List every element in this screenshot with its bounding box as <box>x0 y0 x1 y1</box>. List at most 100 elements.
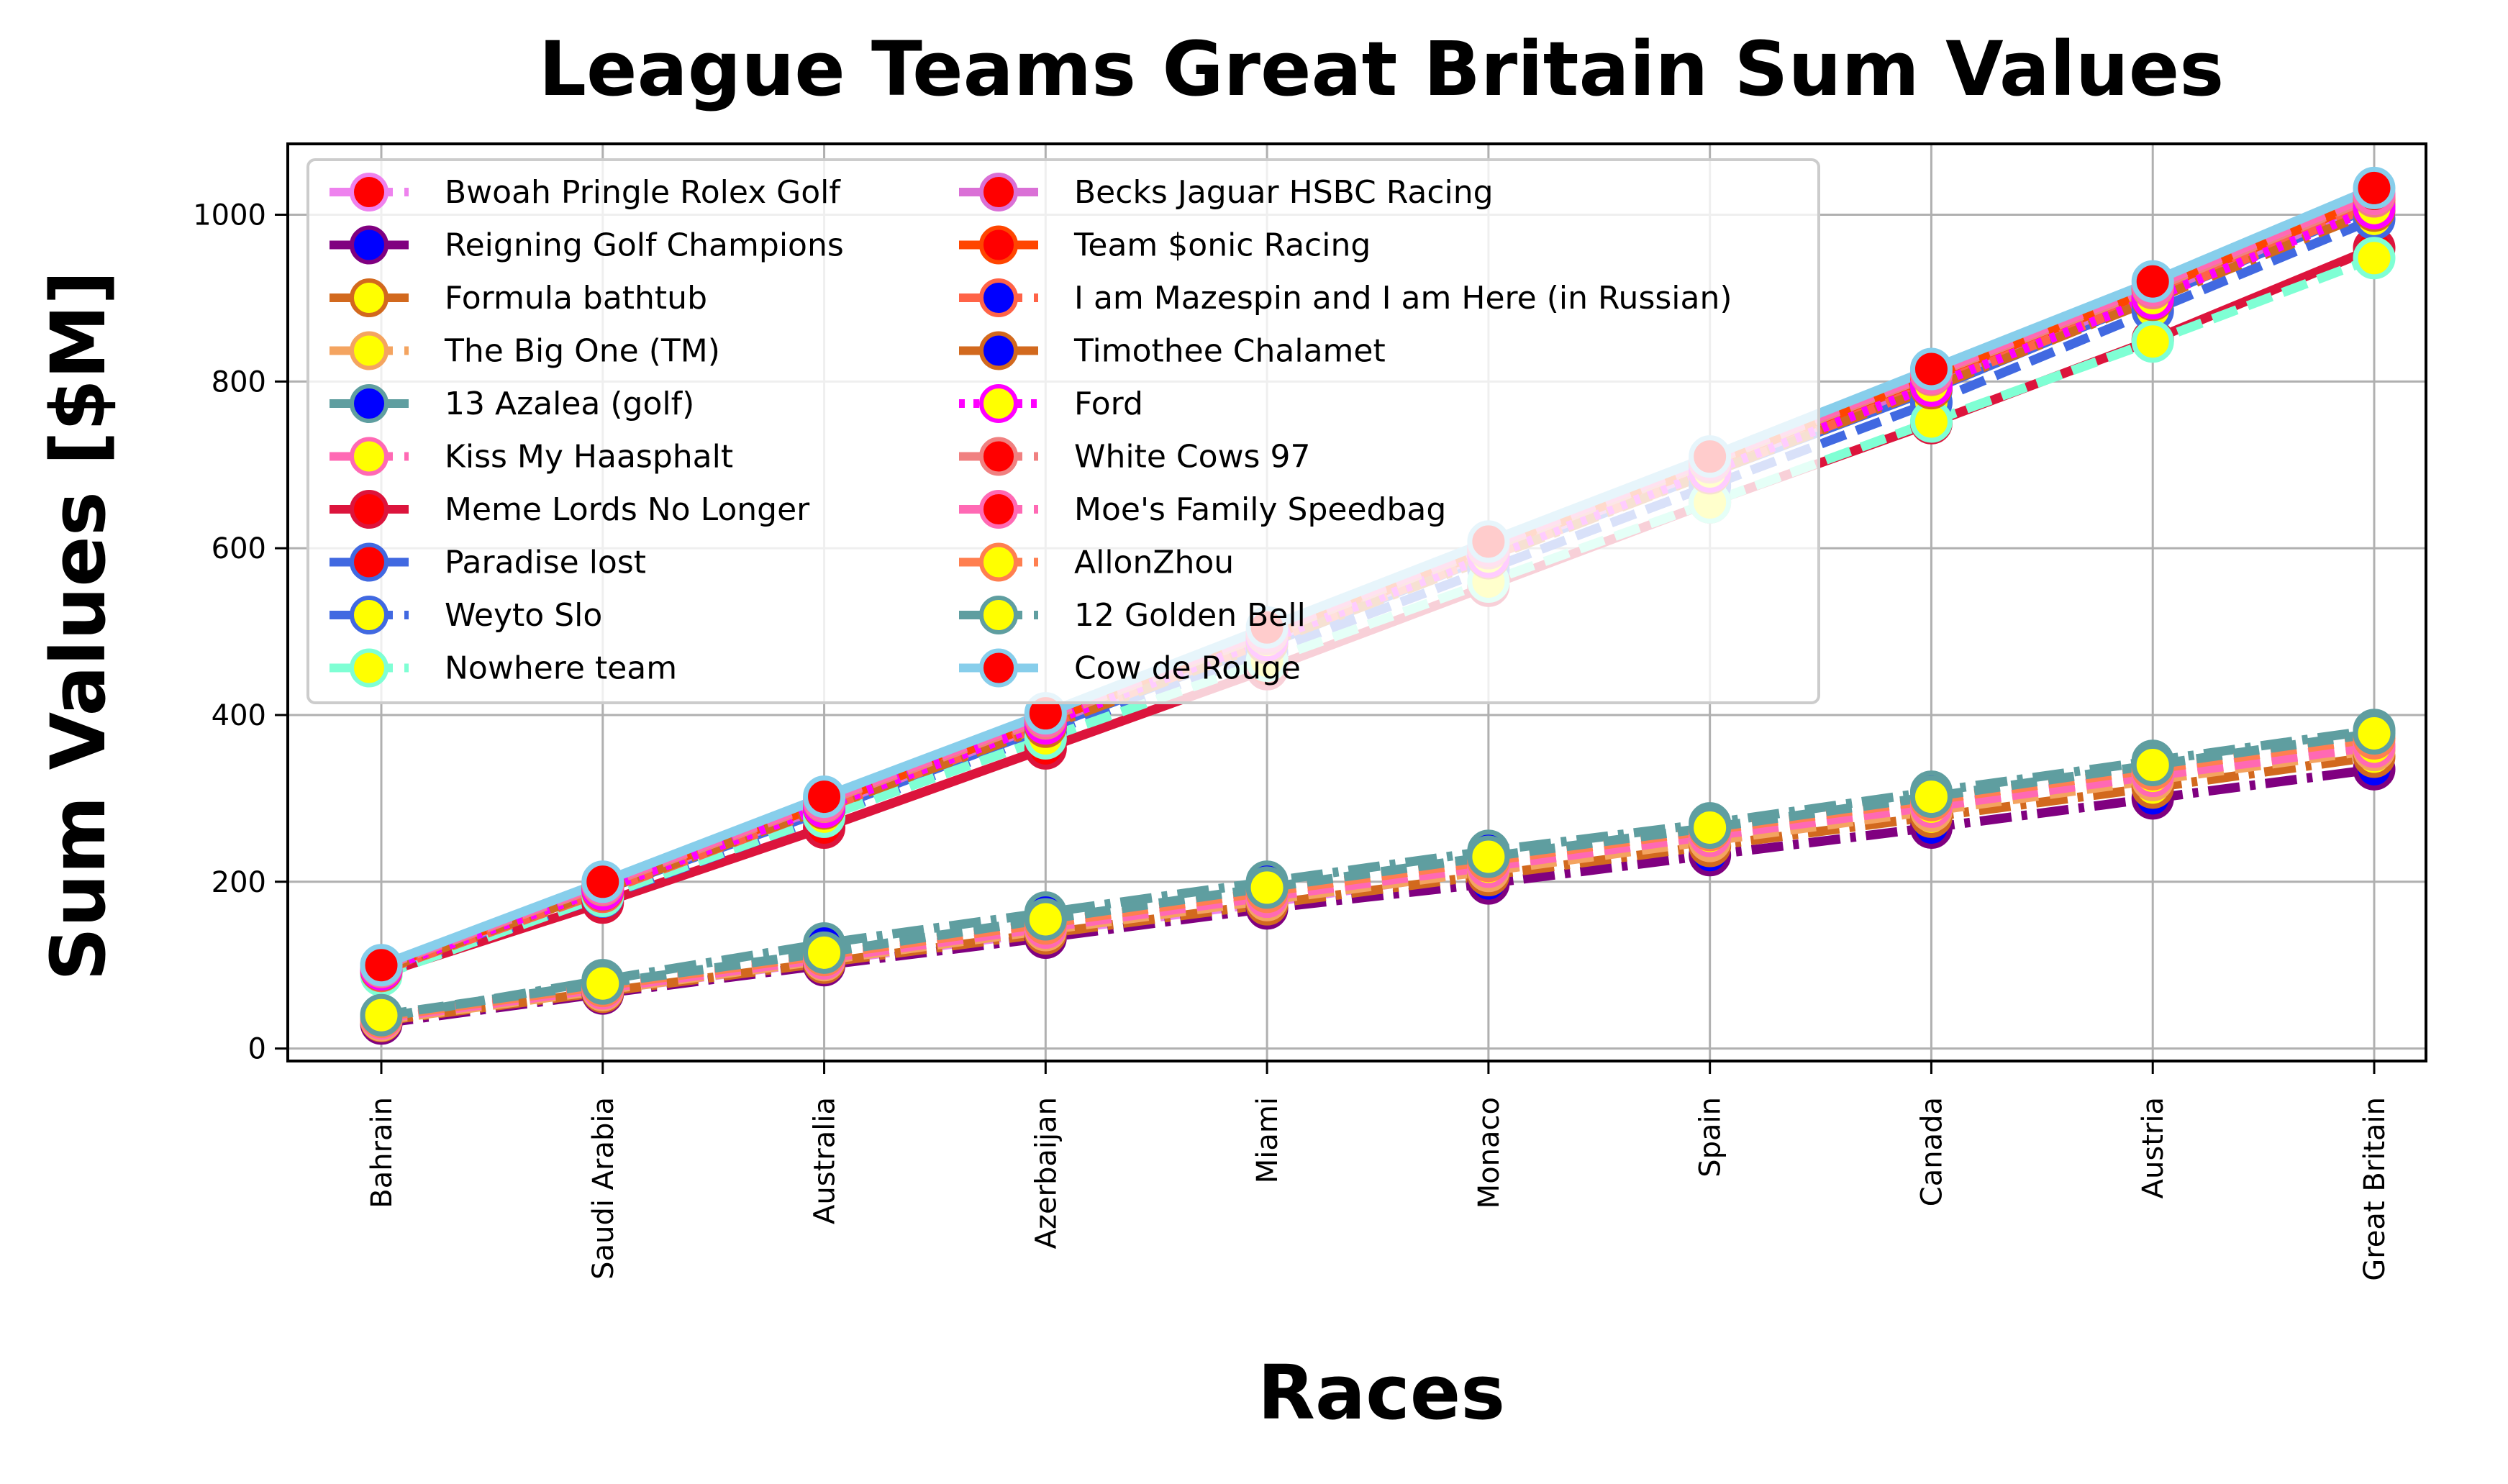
x-axis-label: Races <box>1258 1349 1505 1437</box>
legend-item: Paradise lost <box>330 542 646 582</box>
legend-item: Meme Lords No Longer <box>330 490 810 529</box>
x-tick-label: Austria <box>2137 1097 2170 1198</box>
chart-title: League Teams Great Britain Sum Values <box>539 25 2224 113</box>
legend-swatch-marker <box>979 225 1018 265</box>
legend-label: Ford <box>1074 386 1143 422</box>
legend-swatch-marker <box>979 437 1018 476</box>
series-line <box>379 204 2376 974</box>
data-point <box>2353 711 2396 755</box>
x-tick-label: Spain <box>1694 1097 1727 1178</box>
legend-swatch-marker <box>350 384 389 423</box>
legend-label: 13 Azalea (golf) <box>445 386 694 422</box>
legend-item: 13 Azalea (golf) <box>330 384 694 423</box>
legend-item: Kiss My Haasphalt <box>330 437 733 476</box>
legend-label: Team $onic Racing <box>1073 227 1371 264</box>
legend-item: Team $onic Racing <box>959 225 1371 265</box>
y-tick-label: 0 <box>248 1033 266 1066</box>
legend-item: Becks Jaguar HSBC Racing <box>959 173 1494 211</box>
x-tick-label: Saudi Arabia <box>587 1097 620 1280</box>
legend-item: Nowhere team <box>330 648 677 688</box>
data-point <box>1245 866 1289 909</box>
data-point <box>2353 237 2396 280</box>
legend-item: Reigning Golf Champions <box>330 225 844 265</box>
data-point <box>2353 166 2396 209</box>
legend-label: Bwoah Pringle Rolex Golf <box>445 174 841 211</box>
data-point <box>581 860 624 903</box>
legend-swatch-marker <box>350 490 389 529</box>
x-tick-label: Bahrain <box>365 1097 399 1208</box>
legend-box <box>306 158 1820 704</box>
legend: Bwoah Pringle Rolex Golf Reigning Golf Ch… <box>306 158 1820 704</box>
data-point <box>360 993 403 1037</box>
plot-area: 0 200 400 600 800 1000 Bahrain Saudi Arabia Aust… <box>193 142 2427 1281</box>
legend-swatch-marker <box>979 384 1018 423</box>
data-point <box>803 931 846 974</box>
data-point <box>2131 320 2174 363</box>
series-line <box>381 752 2375 1026</box>
legend-swatch-marker <box>350 596 389 634</box>
legend-label: The Big One (TM) <box>444 333 720 370</box>
legend-swatch-marker <box>979 331 1018 370</box>
y-tick-label: 400 <box>212 699 266 732</box>
data-point <box>1909 347 1953 391</box>
legend-label: Nowhere team <box>445 650 677 687</box>
legend-item: White Cows 97 <box>959 437 1310 476</box>
legend-label: AllonZhou <box>1074 545 1234 581</box>
y-axis-label: Sum Values [$M] <box>35 270 122 981</box>
y-tick-label: 600 <box>212 532 266 565</box>
legend-label: Reigning Golf Champions <box>445 227 844 264</box>
legend-swatch-marker <box>350 542 389 582</box>
legend-item: Ford <box>959 384 1143 423</box>
legend-label: Becks Jaguar HSBC Racing <box>1074 174 1494 211</box>
data-point <box>803 775 846 819</box>
y-tick-label: 1000 <box>193 199 266 232</box>
x-tick-label: Great Britain <box>2358 1097 2391 1281</box>
legend-item: Formula bathtub <box>330 278 707 317</box>
legend-label: Timothee Chalamet <box>1073 333 1386 370</box>
x-tick-label: Australia <box>809 1097 842 1224</box>
x-tick-label: Miami <box>1251 1097 1284 1183</box>
data-point <box>1467 835 1510 878</box>
legend-label: Weyto Slo <box>445 597 602 634</box>
legend-swatch-marker <box>350 173 389 211</box>
legend-label: Meme Lords No Longer <box>445 491 810 528</box>
legend-swatch-marker <box>350 437 389 476</box>
data-point <box>2131 260 2174 303</box>
legend-swatch-marker <box>979 596 1018 634</box>
plot-frame <box>286 142 2427 1062</box>
legend-item: Bwoah Pringle Rolex Golf <box>330 173 841 211</box>
legend-swatch-marker <box>350 331 389 370</box>
legend-item: AllonZhou <box>959 542 1234 582</box>
data-point <box>1909 775 1953 819</box>
legend-label: 12 Golden Bell <box>1074 597 1306 634</box>
legend-label: Formula bathtub <box>445 280 707 317</box>
legend-item: 12 Golden Bell <box>959 596 1306 634</box>
legend-item: Timothee Chalamet <box>959 331 1386 370</box>
series-line <box>380 725 2375 1023</box>
legend-swatch-marker <box>350 648 389 688</box>
data-point <box>2131 744 2174 787</box>
legend-item: Moe's Family Speedbag <box>959 490 1446 529</box>
legend-item: Cow de Rouge <box>959 648 1301 688</box>
legend-swatch-marker <box>979 542 1018 582</box>
y-tick-label: 200 <box>212 866 266 899</box>
data-point <box>581 962 624 1005</box>
legend-label: White Cows 97 <box>1074 439 1310 475</box>
legend-swatch-marker <box>350 225 389 265</box>
legend-swatch-marker <box>350 278 389 317</box>
data-point <box>1689 806 1732 849</box>
x-tick-label: Monaco <box>1473 1097 1506 1208</box>
legend-item: I am Mazespin and I am Here (in Russian) <box>959 278 1732 317</box>
legend-swatch-marker <box>979 490 1018 529</box>
legend-label: Moe's Family Speedbag <box>1074 491 1446 528</box>
legend-swatch-marker <box>979 173 1018 211</box>
legend-item: Weyto Slo <box>330 596 602 634</box>
y-tick-label: 800 <box>212 365 266 399</box>
legend-item: The Big One (TM) <box>330 331 720 370</box>
legend-label: Cow de Rouge <box>1074 650 1301 687</box>
x-tick-label: Azerbaijan <box>1030 1097 1063 1249</box>
legend-label: Kiss My Haasphalt <box>445 439 733 475</box>
legend-label: I am Mazespin and I am Here (in Russian) <box>1074 280 1732 317</box>
legend-label: Paradise lost <box>445 545 646 581</box>
